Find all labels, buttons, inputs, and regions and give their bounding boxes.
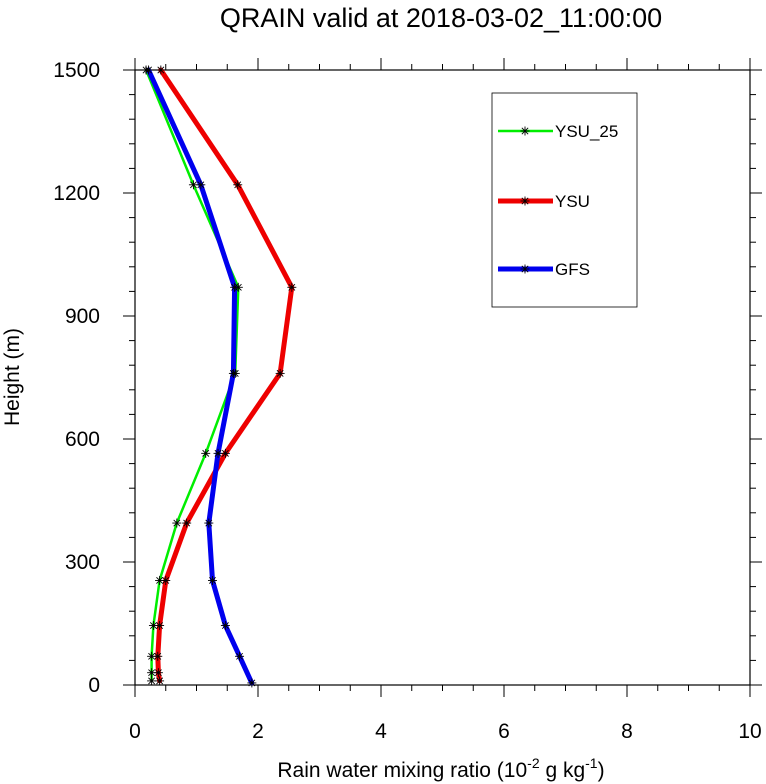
chart-title: QRAIN valid at 2018-03-02_11:00:00 — [220, 3, 662, 33]
x-tick-label: 4 — [375, 720, 387, 743]
y-tick-label: 1500 — [53, 59, 100, 82]
legend: YSU_25 YSU GFS — [498, 122, 618, 279]
y-tick-label: 300 — [65, 551, 100, 574]
data-point-marker — [172, 518, 182, 528]
data-point-marker — [213, 448, 223, 458]
axis-ticks — [123, 58, 762, 697]
data-point-marker — [147, 676, 157, 686]
x-tick-label: 6 — [498, 720, 510, 743]
data-point-marker — [204, 518, 214, 528]
data-point-marker — [147, 668, 157, 678]
data-point-marker — [153, 668, 163, 678]
x-axis-label-sup-2: -1 — [585, 755, 598, 771]
data-point-marker — [520, 196, 530, 206]
data-point-marker — [144, 65, 154, 75]
legend-label: GFS — [555, 260, 590, 279]
data-point-marker — [155, 575, 165, 585]
y-tick-label: 900 — [65, 305, 100, 328]
x-axis-label: Rain water mixing ratio (10-2 g kg-1) — [277, 755, 604, 782]
data-point-marker — [182, 518, 192, 528]
series-lines — [144, 67, 295, 686]
series-line-ysu — [155, 67, 295, 684]
x-tick-label: 8 — [621, 720, 633, 743]
data-point-marker — [148, 621, 158, 631]
data-point-marker — [275, 368, 285, 378]
x-axis-label-main: Rain water mixing ratio (10 — [277, 759, 527, 782]
data-point-marker — [520, 126, 530, 136]
data-point-marker — [233, 180, 243, 190]
y-tick-label: 600 — [65, 428, 100, 451]
data-point-marker — [201, 448, 211, 458]
data-point-marker — [228, 368, 238, 378]
data-point-marker — [520, 264, 530, 274]
data-point-marker — [155, 621, 165, 631]
data-point-marker — [156, 65, 166, 75]
data-point-marker — [287, 282, 297, 292]
data-point-marker — [247, 678, 257, 688]
series-markers — [141, 65, 297, 688]
tick-labels: 0 2 4 6 8 10 0 300 600 900 1200 1500 — [53, 59, 761, 743]
x-axis-label-mid: g kg — [540, 759, 586, 782]
data-point-marker — [235, 651, 245, 661]
x-tick-label: 2 — [252, 720, 264, 743]
data-point-marker — [153, 651, 163, 661]
plot-frame — [134, 69, 751, 686]
y-tick-label: 0 — [88, 674, 100, 697]
y-tick-label: 1200 — [53, 182, 100, 205]
x-tick-label: 10 — [738, 720, 761, 743]
legend-label: YSU — [555, 192, 590, 211]
data-point-marker — [230, 282, 240, 292]
x-axis-label-end: ) — [598, 759, 605, 782]
legend-label: YSU_25 — [555, 122, 618, 141]
data-point-marker — [161, 575, 171, 585]
data-point-marker — [220, 621, 230, 631]
data-point-marker — [196, 180, 206, 190]
x-axis-label-sup-1: -2 — [527, 755, 540, 771]
x-tick-label: 0 — [129, 720, 141, 743]
data-point-marker — [155, 676, 165, 686]
data-point-marker — [207, 575, 217, 585]
y-axis-label: Height (m) — [1, 328, 24, 426]
series-line-gfs — [146, 67, 255, 686]
